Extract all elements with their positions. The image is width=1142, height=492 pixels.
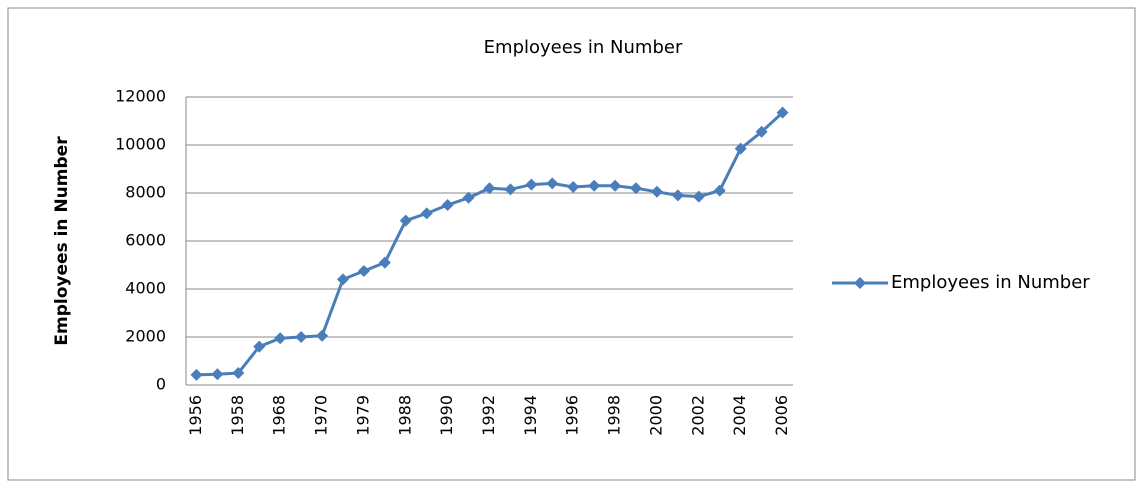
marker — [734, 142, 747, 155]
marker — [504, 183, 517, 196]
x-tick-label: 2002 — [688, 395, 707, 436]
marker — [316, 329, 329, 342]
marker — [671, 189, 684, 202]
marker — [399, 214, 412, 227]
marker — [609, 179, 622, 192]
marker — [420, 207, 433, 220]
x-tick-label: 1979 — [353, 395, 372, 436]
x-tick-label: 1994 — [521, 395, 540, 436]
x-tick-label: 2006 — [772, 395, 791, 436]
marker — [588, 179, 601, 192]
marker — [211, 368, 224, 381]
y-tick-label: 4000 — [125, 279, 166, 298]
marker — [378, 256, 391, 269]
marker — [274, 332, 287, 345]
chart-border — [7, 7, 1136, 481]
y-tick-label: 6000 — [125, 231, 166, 250]
legend-label: Employees in Number — [891, 272, 1090, 293]
y-tick-label: 12000 — [115, 87, 166, 106]
x-tick-label: 1992 — [479, 395, 498, 436]
marker — [441, 199, 454, 211]
x-tick-label: 1988 — [395, 395, 414, 436]
y-tick-label: 10000 — [115, 135, 166, 154]
marker — [295, 331, 308, 343]
marker — [650, 185, 663, 198]
marker — [462, 191, 475, 204]
x-tick-label: 1956 — [186, 395, 205, 436]
marker — [546, 177, 559, 190]
marker — [630, 182, 643, 195]
x-tick-label: 2000 — [646, 395, 665, 436]
marker — [713, 184, 726, 197]
x-tick-label: 1958 — [228, 395, 247, 436]
x-tick-label: 1968 — [270, 395, 289, 436]
x-tick-label: 1996 — [563, 395, 582, 436]
x-tick-label: 2004 — [730, 395, 749, 436]
marker — [253, 340, 266, 353]
x-tick-label: 1990 — [437, 395, 456, 436]
y-axis-title: Employees in Number — [52, 136, 72, 346]
x-tick-label: 1970 — [312, 395, 331, 436]
y-tick-label: 0 — [156, 375, 166, 394]
marker — [755, 125, 768, 138]
marker — [232, 367, 245, 379]
marker — [525, 178, 538, 191]
marker — [190, 368, 203, 381]
chart-title: Employees in Number — [484, 37, 683, 58]
marker — [357, 265, 370, 277]
marker — [567, 181, 580, 193]
marker — [336, 273, 349, 286]
legend-marker — [854, 277, 866, 289]
x-tick-label: 1998 — [605, 395, 624, 436]
y-tick-label: 2000 — [125, 327, 166, 346]
marker — [692, 190, 705, 203]
y-tick-label: 8000 — [125, 183, 166, 202]
marker — [776, 106, 789, 119]
marker — [483, 182, 496, 195]
